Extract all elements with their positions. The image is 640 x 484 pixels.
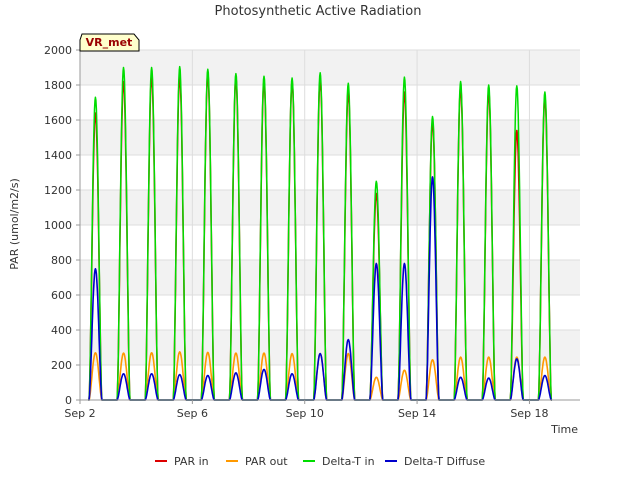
legend-label: Delta-T Diffuse <box>404 455 485 468</box>
plot-band <box>80 260 580 295</box>
series-line-delta-t-diffuse <box>88 176 553 401</box>
plot-band <box>80 120 580 155</box>
plot-band <box>80 50 580 85</box>
series-line-delta-t-in <box>88 65 553 401</box>
y-tick-label: 1000 <box>44 219 72 232</box>
y-tick-label: 1200 <box>44 184 72 197</box>
axes: 0 200 400 600 800 1000 1200 1400 1600 1800 2000 Sep… <box>44 44 580 420</box>
legend-label: PAR in <box>174 455 209 468</box>
y-tick-label: 600 <box>51 289 72 302</box>
badge-label: VR_met <box>86 36 133 49</box>
plot-band <box>80 85 580 120</box>
y-tick-label: 0 <box>65 394 72 407</box>
y-tick-label: 1800 <box>44 79 72 92</box>
x-tick-label: Sep 2 <box>64 407 95 420</box>
y-axis-label: PAR (umol/m2/s) <box>8 178 21 270</box>
x-axis-label: Time <box>550 423 578 436</box>
plot-band <box>80 155 580 190</box>
y-tick-label: 1400 <box>44 149 72 162</box>
vr-met-badge: VR_met <box>79 33 140 52</box>
x-tick-label: Sep 18 <box>510 407 548 420</box>
plot-band <box>80 365 580 400</box>
plot-band <box>80 295 580 330</box>
plot-band <box>80 330 580 365</box>
y-tick-label: 2000 <box>44 44 72 57</box>
plot-background <box>80 50 580 400</box>
plot-band <box>80 190 580 225</box>
y-tick-label: 800 <box>51 254 72 267</box>
y-tick-label: 1600 <box>44 114 72 127</box>
plot-band <box>80 225 580 260</box>
legend-label: Delta-T in <box>322 455 375 468</box>
series-layer <box>88 65 553 401</box>
x-tick-label: Sep 10 <box>286 407 324 420</box>
y-tick-label: 200 <box>51 359 72 372</box>
legend-label: PAR out <box>245 455 288 468</box>
y-tick-label: 400 <box>51 324 72 337</box>
legend: PAR in PAR out Delta-T in Delta-T Diffuse <box>155 455 485 468</box>
x-tick-label: Sep 14 <box>398 407 436 420</box>
chart-title: Photosynthetic Active Radiation <box>215 4 422 19</box>
x-tick-label: Sep 6 <box>177 407 208 420</box>
